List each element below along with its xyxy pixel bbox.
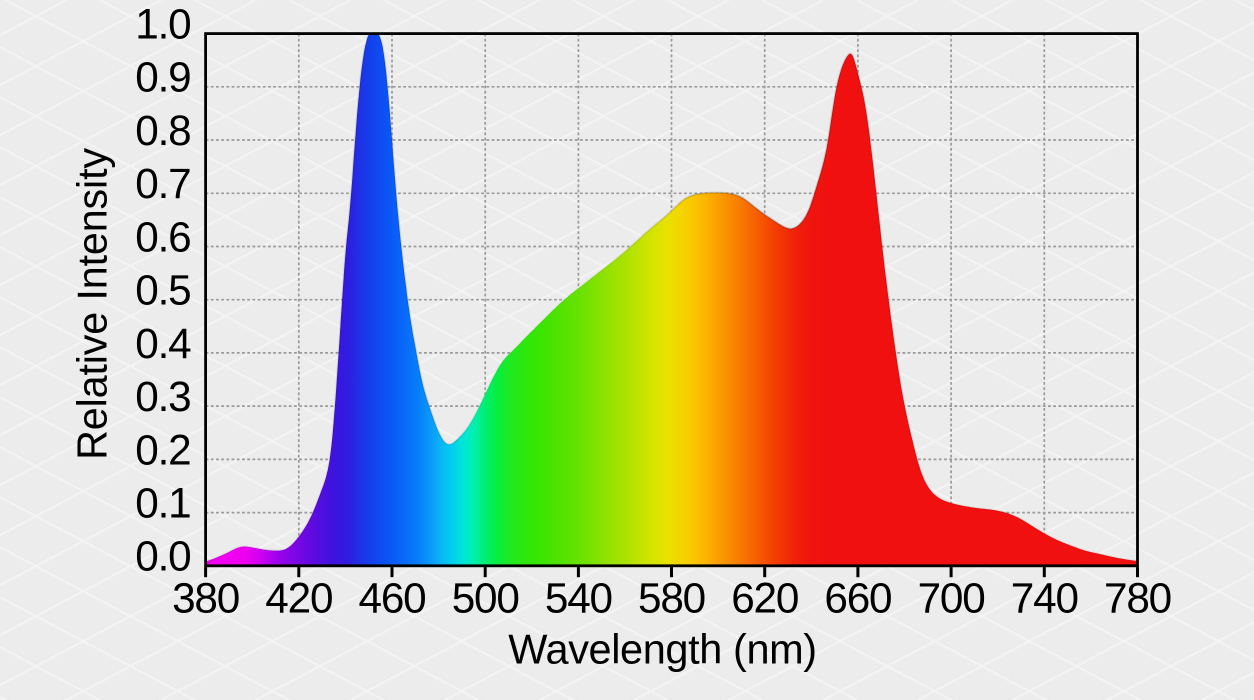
svg-text:580: 580 [638,575,705,622]
svg-text:Relative Intensity: Relative Intensity [70,148,116,460]
svg-text:0.9: 0.9 [135,54,190,101]
svg-text:0.0: 0.0 [135,533,190,580]
svg-text:740: 740 [1011,575,1078,622]
svg-text:500: 500 [452,575,519,622]
svg-text:0.6: 0.6 [135,213,190,260]
svg-text:700: 700 [918,575,985,622]
svg-text:660: 660 [824,575,891,622]
svg-text:780: 780 [1104,575,1171,622]
svg-text:540: 540 [545,575,612,622]
svg-text:460: 460 [359,575,426,622]
svg-text:620: 620 [731,575,798,622]
svg-text:0.3: 0.3 [135,373,190,420]
svg-text:Wavelength (nm): Wavelength (nm) [508,626,816,673]
svg-text:0.8: 0.8 [135,107,190,154]
svg-text:0.2: 0.2 [135,426,190,473]
svg-text:0.1: 0.1 [135,480,190,527]
svg-text:0.5: 0.5 [135,267,190,314]
svg-text:0.7: 0.7 [135,160,190,207]
svg-text:380: 380 [172,575,239,622]
svg-text:0.4: 0.4 [135,320,191,367]
svg-text:420: 420 [265,575,332,622]
svg-text:1.0: 1.0 [135,1,190,48]
